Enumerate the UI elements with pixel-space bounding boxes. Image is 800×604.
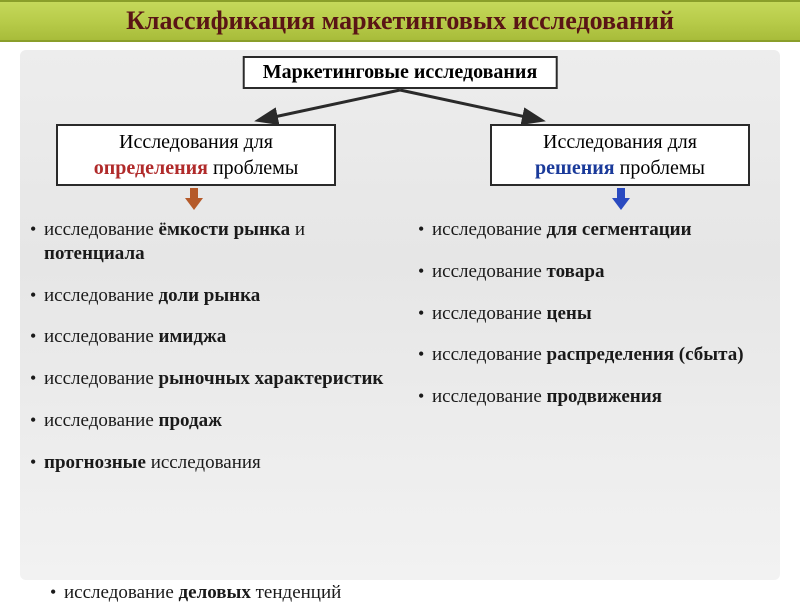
root-label: Маркетинговые исследования	[263, 61, 538, 83]
branch-right-tail: проблемы	[615, 157, 705, 179]
list-item: исследование товара	[412, 260, 762, 284]
slide-title: Классификация маркетинговых исследований	[10, 6, 790, 36]
split-arrows-icon	[220, 86, 580, 126]
branch-left-box: Исследования для определения проблемы	[56, 124, 336, 186]
branch-right-box: Исследования для решения проблемы	[490, 124, 750, 186]
list-item: исследование для сегментации	[412, 218, 762, 242]
overflow-item: исследование деловых тенденций	[44, 582, 341, 604]
branch-right-highlight: решения	[535, 157, 615, 179]
title-bar: Классификация маркетинговых исследований	[0, 0, 800, 42]
list-item: исследование цены	[412, 302, 762, 326]
list-item: исследование продвижения	[412, 385, 762, 409]
left-list: исследование ёмкости рынка и потенциала …	[24, 218, 384, 492]
down-arrow-left-icon	[185, 188, 203, 210]
list-item: исследование продаж	[24, 409, 384, 433]
right-list: исследование для сегментации исследовани…	[412, 218, 762, 427]
branch-left-tail: проблемы	[208, 157, 298, 179]
list-item: исследование доли рынка	[24, 284, 384, 308]
list-item: прогнозные исследования	[24, 451, 384, 475]
list-item: исследование ёмкости рынка и потенциала	[24, 218, 384, 266]
down-arrow-right-icon	[612, 188, 630, 210]
branch-right-line1: Исследования для	[543, 131, 697, 153]
root-node: Маркетинговые исследования	[243, 56, 558, 89]
list-item: исследование распределения (сбыта)	[412, 343, 762, 367]
list-item: исследование рыночных характеристик	[24, 367, 384, 391]
content-panel: Маркетинговые исследования Исследования …	[20, 50, 780, 580]
branch-left-line1: Исследования для	[119, 131, 273, 153]
list-item: исследование имиджа	[24, 325, 384, 349]
branch-left-highlight: определения	[94, 157, 208, 179]
